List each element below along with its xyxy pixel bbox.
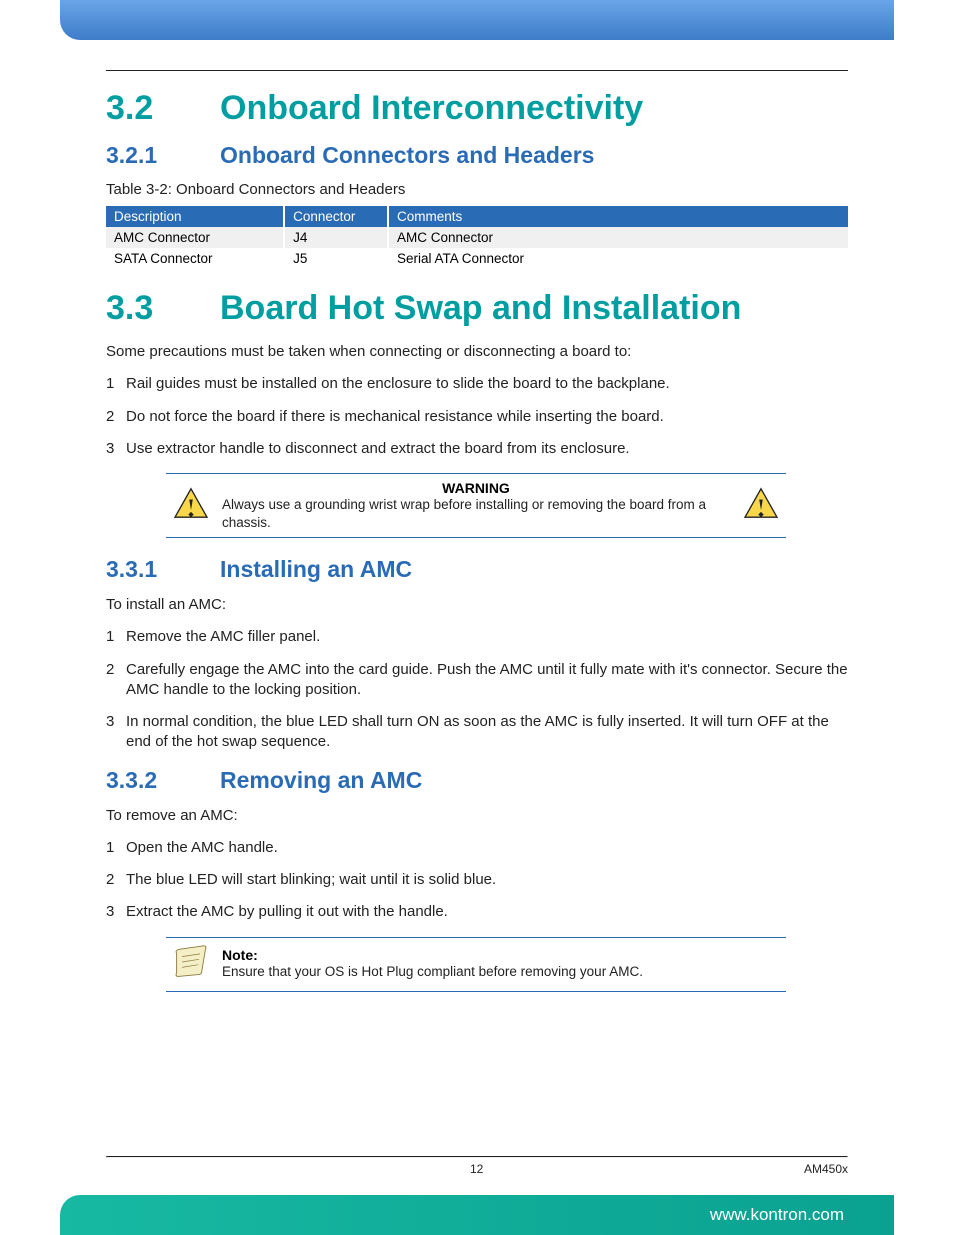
warning-callout: WARNING Always use a grounding wrist wra… — [166, 473, 786, 538]
heading-number: 3.2.1 — [106, 142, 220, 169]
warning-title: WARNING — [222, 480, 730, 496]
table-header-row: Description Connector Comments — [106, 206, 848, 227]
table-row: SATA Connector J5 Serial ATA Connector — [106, 248, 848, 269]
th-description: Description — [106, 206, 284, 227]
warning-text: Always use a grounding wrist wrap before… — [222, 496, 730, 531]
footer-url: www.kontron.com — [710, 1205, 844, 1225]
bottom-bar: www.kontron.com — [60, 1195, 894, 1235]
intro-text: To remove an AMC: — [106, 806, 848, 826]
list-item: 3Extract the AMC by pulling it out with … — [106, 902, 848, 922]
heading-3-3-2: 3.3.2 Removing an AMC — [106, 767, 848, 794]
step-text: Do not force the board if there is mecha… — [126, 407, 664, 427]
td-conn: J4 — [284, 227, 388, 248]
heading-3-2: 3.2 Onboard Interconnectivity — [106, 89, 848, 128]
note-text: Ensure that your OS is Hot Plug complian… — [222, 963, 780, 981]
step-text: The blue LED will start blinking; wait u… — [126, 870, 496, 890]
list-item: 2Carefully engage the AMC into the card … — [106, 660, 848, 701]
header-rule — [106, 70, 848, 71]
list-item: 1Remove the AMC filler panel. — [106, 627, 848, 647]
top-bar — [60, 0, 894, 40]
heading-number: 3.2 — [106, 89, 220, 128]
step-text: Remove the AMC filler panel. — [126, 627, 320, 647]
heading-3-3-1: 3.3.1 Installing an AMC — [106, 556, 848, 583]
step-text: Use extractor handle to disconnect and e… — [126, 439, 630, 459]
list-item: 1Rail guides must be installed on the en… — [106, 374, 848, 394]
table-3-2: Description Connector Comments AMC Conne… — [106, 206, 848, 269]
td-comm: AMC Connector — [388, 227, 848, 248]
td-conn: J5 — [284, 248, 388, 269]
step-text: In normal condition, the blue LED shall … — [126, 712, 848, 753]
td-comm: Serial ATA Connector — [388, 248, 848, 269]
install-steps: 1Remove the AMC filler panel. 2Carefully… — [106, 627, 848, 752]
list-item: 2Do not force the board if there is mech… — [106, 407, 848, 427]
td-desc: SATA Connector — [106, 248, 284, 269]
heading-number: 3.3.2 — [106, 767, 220, 794]
footer-rule — [106, 1156, 848, 1158]
heading-title: Onboard Connectors and Headers — [220, 142, 594, 169]
step-text: Rail guides must be installed on the enc… — [126, 374, 670, 394]
heading-3-3: 3.3 Board Hot Swap and Installation — [106, 289, 848, 328]
step-text: Extract the AMC by pulling it out with t… — [126, 902, 448, 922]
th-connector: Connector — [284, 206, 388, 227]
intro-text: To install an AMC: — [106, 595, 848, 615]
heading-3-2-1: 3.2.1 Onboard Connectors and Headers — [106, 142, 848, 169]
td-desc: AMC Connector — [106, 227, 284, 248]
list-item: 3In normal condition, the blue LED shall… — [106, 712, 848, 753]
model-label: AM450x — [804, 1162, 848, 1176]
step-text: Open the AMC handle. — [126, 838, 278, 858]
heading-title: Installing an AMC — [220, 556, 412, 583]
th-comments: Comments — [388, 206, 848, 227]
page-number: 12 — [470, 1162, 483, 1176]
remove-steps: 1Open the AMC handle. 2The blue LED will… — [106, 838, 848, 923]
heading-number: 3.3 — [106, 289, 220, 328]
heading-title: Board Hot Swap and Installation — [220, 289, 741, 328]
page-content: 3.2 Onboard Interconnectivity 3.2.1 Onbo… — [106, 60, 848, 1010]
step-text: Carefully engage the AMC into the card g… — [126, 660, 848, 701]
heading-number: 3.3.1 — [106, 556, 220, 583]
precaution-list: 1Rail guides must be installed on the en… — [106, 374, 848, 459]
note-callout: Note: Ensure that your OS is Hot Plug co… — [166, 937, 786, 992]
heading-title: Removing an AMC — [220, 767, 422, 794]
warning-icon — [166, 487, 216, 524]
note-icon — [166, 944, 216, 985]
note-title: Note: — [222, 947, 780, 963]
list-item: 3Use extractor handle to disconnect and … — [106, 439, 848, 459]
intro-text: Some precautions must be taken when conn… — [106, 342, 848, 362]
table-caption: Table 3-2: Onboard Connectors and Header… — [106, 181, 848, 198]
warning-icon — [736, 487, 786, 524]
table-row: AMC Connector J4 AMC Connector — [106, 227, 848, 248]
list-item: 1Open the AMC handle. — [106, 838, 848, 858]
heading-title: Onboard Interconnectivity — [220, 89, 643, 128]
list-item: 2The blue LED will start blinking; wait … — [106, 870, 848, 890]
